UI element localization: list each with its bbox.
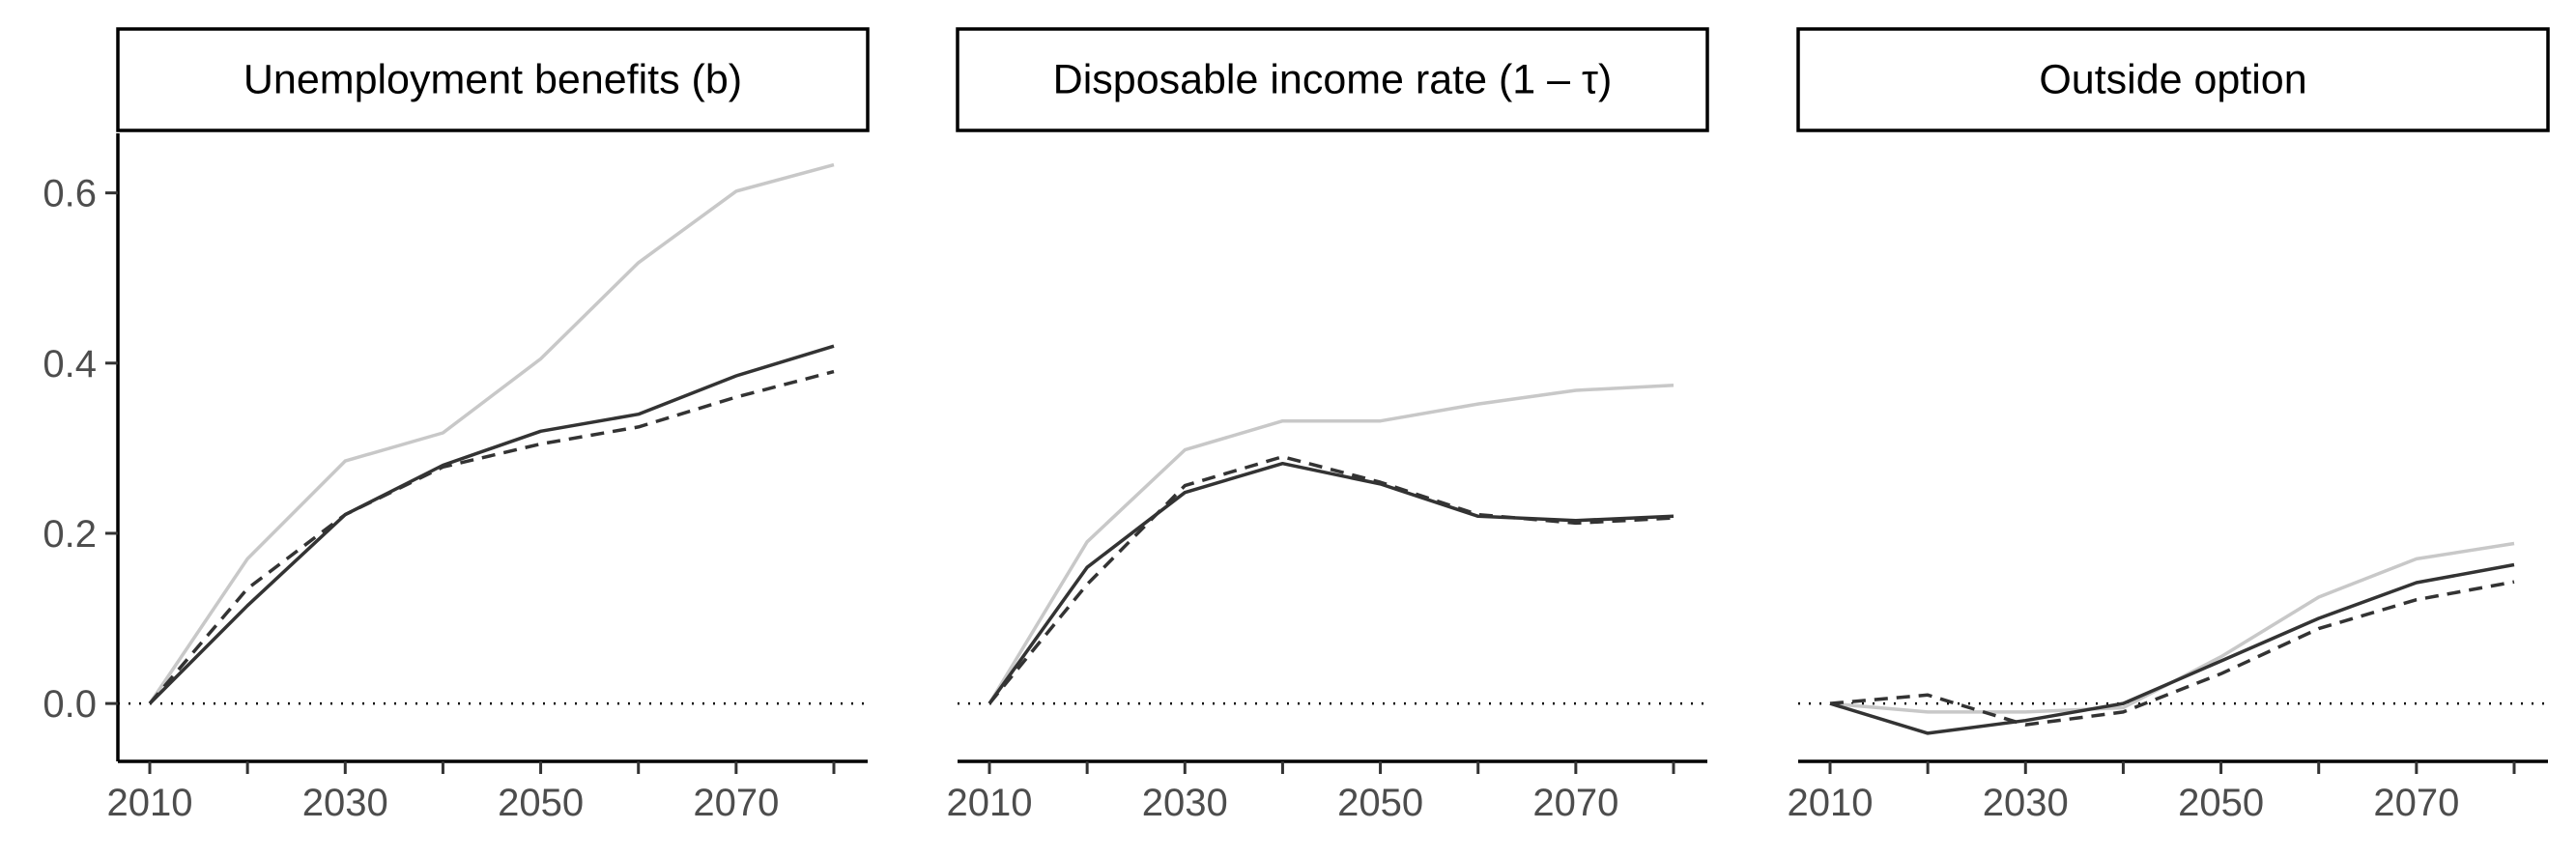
- series-line-dark-dashed: [1829, 580, 2515, 727]
- x-tick-label: 2030: [1983, 782, 2069, 824]
- y-tick-label: 0.0: [43, 683, 97, 726]
- series-line-dark-solid: [987, 461, 1674, 705]
- y-tick-label: 0.6: [43, 173, 97, 215]
- x-tick-label: 2070: [2373, 782, 2459, 824]
- panel-strip: [956, 27, 1709, 132]
- x-tick-label: 2010: [107, 782, 193, 824]
- series-line-dark-dashed: [987, 454, 1674, 705]
- x-tick-label: 2050: [498, 782, 584, 824]
- panel-1: Unemployment benefits (b) 2010 2030 2050 207…: [43, 27, 870, 824]
- y-tick-label: 0.4: [43, 343, 97, 386]
- panel-strip: [116, 27, 870, 132]
- x-tick-label: 2050: [2178, 782, 2264, 824]
- panel-2: Disposable income rate (1 – τ) 2010 2030 20…: [947, 27, 1709, 824]
- series-line-light-grey-solid: [148, 162, 835, 705]
- series-line-dark-dashed: [148, 369, 835, 705]
- series-line-light-grey-solid: [1829, 541, 2515, 714]
- panel-strip: [1796, 27, 2550, 132]
- x-tick-label: 2030: [1142, 782, 1228, 824]
- series-line-light-grey-solid: [987, 383, 1674, 705]
- x-tick-label: 2030: [302, 782, 388, 824]
- panel-title: Unemployment benefits (b): [243, 57, 742, 103]
- x-tick-label: 2070: [693, 782, 779, 824]
- panel-title: Outside option: [2039, 57, 2306, 103]
- x-tick-label: 2010: [947, 782, 1033, 824]
- series-line-dark-solid: [148, 344, 835, 705]
- y-tick-label: 0.2: [43, 513, 97, 556]
- panel-3: Outside option 2010 2030 2050 2070: [1788, 27, 2550, 824]
- x-tick-label: 2010: [1788, 782, 1874, 824]
- x-tick-label: 2070: [1532, 782, 1618, 824]
- panel-title: Disposable income rate (1 – τ): [1053, 57, 1613, 103]
- x-tick-label: 2050: [1337, 782, 1423, 824]
- series-line-dark-solid: [1829, 562, 2515, 735]
